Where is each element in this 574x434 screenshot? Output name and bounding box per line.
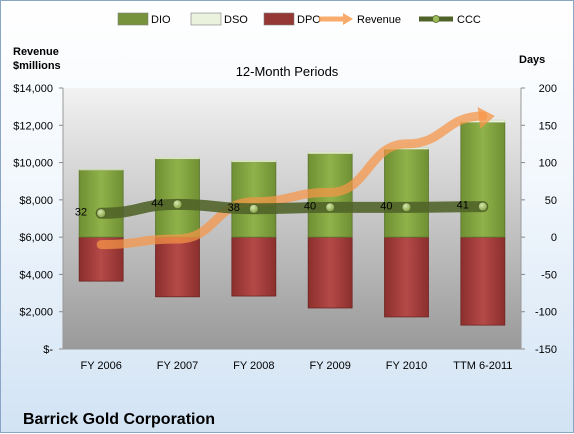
left-tick-label-2: $4,000	[19, 269, 53, 281]
x-tick-label-1: FY 2007	[157, 360, 198, 372]
ccc-label-3: 40	[304, 200, 316, 212]
legend-revenue-arrow	[343, 13, 353, 25]
right-tick-label-5: 100	[539, 158, 557, 170]
ccc-marker-1	[172, 199, 183, 210]
ccc-marker-0	[96, 208, 107, 219]
right-tick-label-4: 50	[545, 195, 557, 207]
bar-dso-2	[231, 160, 277, 163]
revenue-arrowhead	[477, 107, 495, 129]
bar-dio-4	[384, 148, 429, 238]
axes-group: $- $2,000 $4,000 $6,000 $8,000 $10,000 $12,000…	[13, 83, 557, 372]
legend-dso-label: DSO	[224, 14, 248, 26]
legend-ccc-label: CCC	[457, 14, 481, 26]
left-axis-label-line1: Revenue	[13, 46, 59, 58]
bar-dpo-3	[307, 236, 353, 309]
legend-revenue-label: Revenue	[357, 14, 401, 26]
left-tick-label-3: $6,000	[19, 232, 53, 244]
legend-dso-swatch	[190, 12, 222, 26]
right-tick-label-0: -150	[535, 344, 557, 356]
legend-dpo-swatch	[263, 12, 295, 26]
right-tick-label-3: 0	[551, 232, 557, 244]
left-tick-label-4: $8,000	[19, 195, 53, 207]
bar-dso-1	[155, 157, 200, 160]
x-tick-label-3: FY 2009	[309, 360, 350, 372]
right-tick-label-2: -50	[541, 269, 557, 281]
legend: DIO DSO DPO Revenue CCC	[117, 12, 481, 26]
right-axis-label: Days	[519, 54, 545, 66]
right-tick-label-6: 150	[539, 120, 557, 132]
bar-dio-0	[78, 169, 124, 238]
bar-dio-1	[155, 158, 200, 238]
ccc-label-0: 32	[75, 206, 87, 218]
legend-dpo-label: DPO	[297, 14, 321, 26]
x-tick-label-4: FY 2010	[386, 360, 427, 372]
ccc-marker-4	[401, 202, 412, 213]
ccc-marker-2	[248, 203, 259, 214]
left-tick-label-5: $10,000	[13, 158, 53, 170]
right-tick-label-7: 200	[539, 83, 557, 95]
chart-title: 12-Month Periods	[236, 64, 339, 79]
right-tick-label-1: -100	[535, 307, 557, 319]
left-tick-label-7: $14,000	[13, 83, 53, 95]
ccc-line	[95, 198, 489, 219]
ccc-label-2: 38	[228, 202, 240, 214]
legend-dio-label: DIO	[151, 14, 171, 26]
bar-dpo-5	[460, 236, 506, 326]
left-tick-label-6: $12,000	[13, 120, 53, 132]
lines-group: 32 44 38 40 40 41	[75, 107, 495, 250]
bar-dpo-2	[231, 236, 277, 297]
ccc-label-4: 40	[380, 200, 392, 212]
bar-dpo-1	[155, 236, 200, 298]
company-name: Barrick Gold Corporation	[23, 411, 215, 428]
revenue-line	[96, 111, 488, 250]
bar-dio-5	[460, 121, 506, 238]
left-tick-label-0: $-	[43, 344, 53, 356]
bar-dpo-4	[384, 236, 429, 318]
left-tick-label-1: $2,000	[19, 307, 53, 319]
legend-ccc-marker	[432, 15, 440, 23]
bar-dso-3	[307, 151, 353, 154]
x-tick-label-5: TTM 6-2011	[453, 360, 512, 372]
left-axis-label-line2: $millions	[13, 60, 61, 72]
x-tick-label-2: FY 2008	[233, 360, 274, 372]
ccc-label-1: 44	[151, 197, 163, 209]
bar-dso-0	[78, 168, 124, 171]
ccc-marker-3	[325, 202, 336, 213]
ccc-label-5: 41	[457, 200, 469, 212]
ccc-marker-5	[477, 201, 488, 212]
x-tick-label-0: FY 2006	[80, 360, 121, 372]
legend-dio-swatch	[117, 12, 149, 26]
